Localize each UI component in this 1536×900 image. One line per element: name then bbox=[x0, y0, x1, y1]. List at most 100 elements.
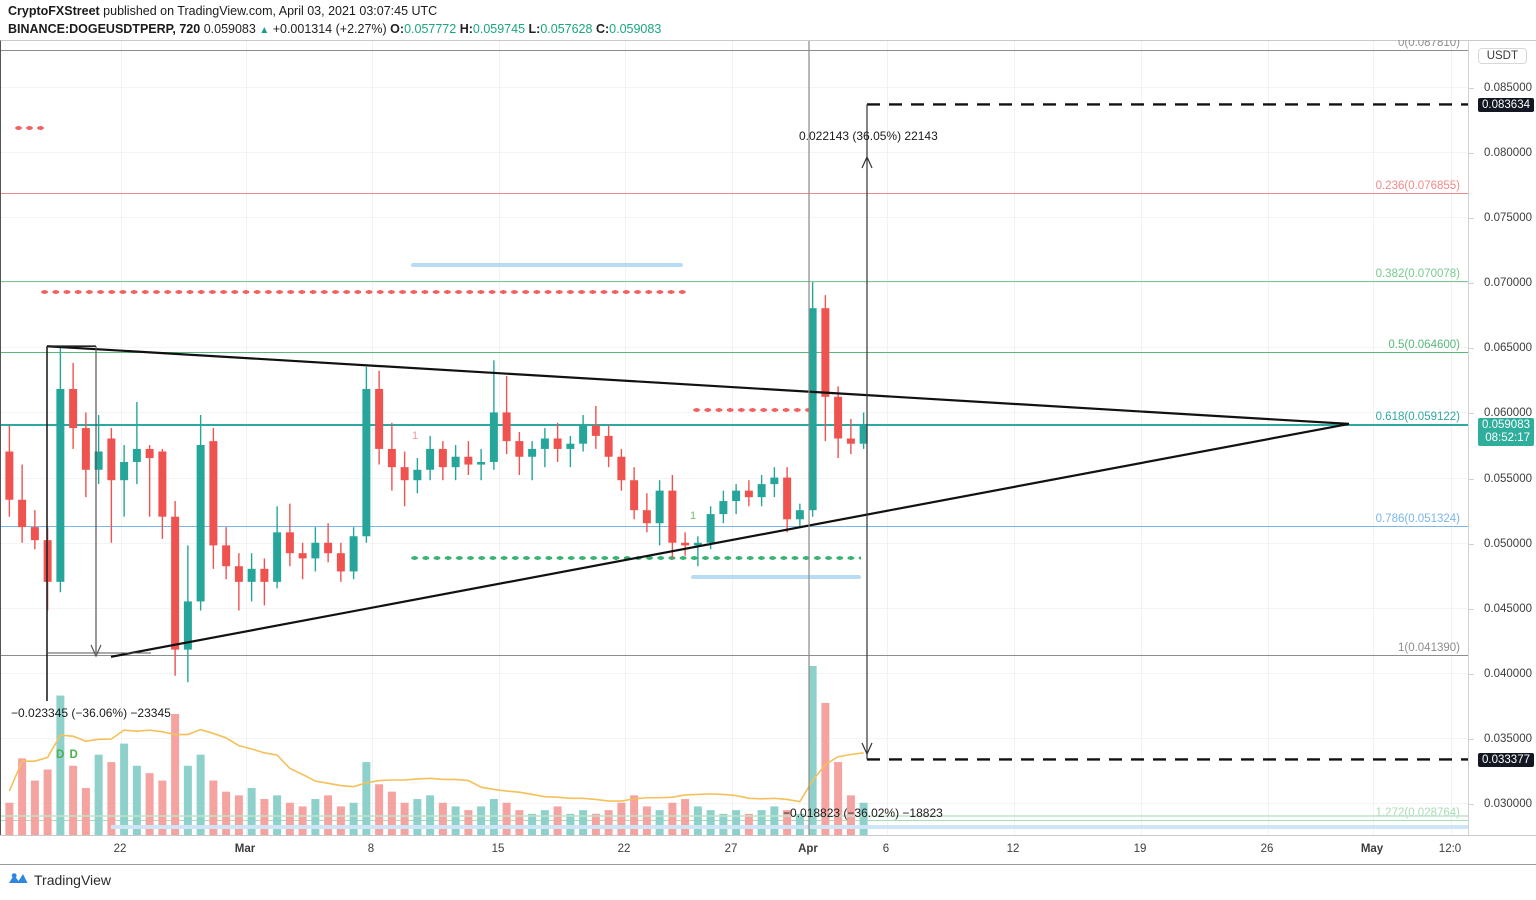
candle-body bbox=[120, 461, 129, 481]
candle-body bbox=[617, 456, 626, 481]
blue-band-lower bbox=[691, 575, 861, 580]
volume-bar bbox=[668, 802, 677, 836]
tradingview-logo[interactable]: TradingView bbox=[8, 871, 111, 888]
price-tick-dash bbox=[1469, 283, 1474, 285]
candle-body bbox=[515, 441, 524, 457]
chart-header: CryptoFXStreet published on TradingView.… bbox=[0, 0, 1536, 40]
price-tick: 0.065000 bbox=[1484, 342, 1532, 355]
candle-body bbox=[158, 451, 167, 517]
volume-bar bbox=[540, 810, 549, 836]
candle-body bbox=[426, 448, 435, 470]
candle-body bbox=[693, 542, 702, 546]
candle-body bbox=[528, 448, 537, 457]
price-tick: 0.030000 bbox=[1484, 798, 1532, 811]
volume-bar bbox=[502, 802, 511, 836]
candle-body bbox=[451, 456, 460, 468]
volume-bar bbox=[821, 702, 830, 836]
candle-body bbox=[642, 510, 651, 524]
time-tick: 22 bbox=[113, 843, 127, 855]
volume-bar bbox=[43, 769, 52, 836]
candle-body bbox=[438, 448, 447, 468]
price-tick: 0.085000 bbox=[1484, 81, 1532, 94]
ohlc-low-value: 0.057628 bbox=[540, 22, 593, 36]
grid-line-vertical bbox=[372, 41, 373, 836]
volume-bar bbox=[222, 791, 231, 836]
volume-bar bbox=[69, 765, 78, 836]
ohlc-open-label: O: bbox=[390, 22, 405, 36]
candle-body bbox=[107, 438, 116, 481]
candle-body bbox=[145, 448, 154, 459]
candle-body bbox=[81, 428, 90, 470]
volume-bar bbox=[132, 765, 141, 836]
volume-bar bbox=[744, 813, 753, 836]
price-tick-dash bbox=[1469, 543, 1474, 545]
time-tick: 12:0 bbox=[1438, 843, 1462, 855]
price-tick: 0.080000 bbox=[1484, 146, 1532, 159]
volume-bar bbox=[5, 802, 14, 836]
candle-body bbox=[336, 553, 345, 572]
volume-bar bbox=[171, 714, 180, 836]
price-tick-dash bbox=[1469, 478, 1474, 480]
candles-and-trendlines: 11 bbox=[1, 41, 1469, 836]
volume-bar bbox=[107, 762, 116, 836]
candle-body bbox=[566, 443, 575, 449]
candle-body bbox=[362, 388, 371, 537]
volume-bar bbox=[859, 802, 868, 836]
volume-bar bbox=[489, 799, 498, 836]
price-tick: 0.045000 bbox=[1484, 602, 1532, 615]
time-tick: 27 bbox=[724, 843, 738, 855]
price-tick-dash bbox=[1469, 674, 1474, 676]
volume-bar bbox=[247, 787, 256, 836]
ohlc-high-label: H: bbox=[459, 22, 473, 36]
price-tick-dash bbox=[1469, 413, 1474, 415]
triangle-lower-trendline bbox=[110, 422, 1350, 658]
fib-line-0 bbox=[1, 49, 1469, 51]
grid-line-vertical bbox=[1451, 41, 1452, 836]
lower-target-badge: 0.033377 bbox=[1478, 753, 1534, 768]
left-measure-label: −0.023345 (−36.06%) −23345 bbox=[11, 706, 171, 720]
volume-bar bbox=[30, 780, 39, 836]
candle-body bbox=[247, 568, 256, 582]
candle-body bbox=[744, 490, 753, 498]
volume-bar bbox=[183, 765, 192, 836]
price-tick: 0.035000 bbox=[1484, 733, 1532, 746]
candle-body bbox=[400, 467, 409, 481]
candle-body bbox=[668, 490, 677, 543]
price-axis[interactable]: USDT 0.085000 0.080000 0.075000 0.070000 0.0… bbox=[1468, 40, 1536, 835]
upper-target-badge: 0.083634 bbox=[1478, 98, 1534, 113]
time-tick: 6 bbox=[882, 843, 890, 855]
candle-body bbox=[183, 601, 192, 650]
volume-bar bbox=[795, 813, 804, 836]
time-tick: 22 bbox=[617, 843, 631, 855]
candle-body bbox=[655, 490, 664, 524]
currency-chip[interactable]: USDT bbox=[1477, 48, 1527, 64]
candle-body bbox=[783, 477, 792, 520]
symbol-ticker[interactable]: BINANCE:DOGEUSDTPERP, bbox=[8, 22, 176, 36]
volume-bar bbox=[655, 810, 664, 836]
candle-body bbox=[298, 553, 307, 559]
fib-label-0.382: 0.382(0.070078) bbox=[1375, 268, 1460, 281]
chart-footer: TradingView bbox=[0, 865, 1536, 900]
price-change-value: +0.001314 (+2.27%) bbox=[272, 22, 387, 36]
candle-body bbox=[477, 461, 486, 465]
chart-plot-area[interactable]: 0(0.087810) 0.236(0.076855) 0.382(0.070078… bbox=[0, 37, 1469, 836]
volume-bar bbox=[209, 780, 218, 836]
grid-line-horizontal bbox=[1, 803, 1469, 805]
candle-body bbox=[553, 438, 562, 449]
candle-body bbox=[132, 448, 141, 462]
volume-bar bbox=[693, 806, 702, 836]
interval-label[interactable]: 720 bbox=[179, 22, 201, 36]
price-tick-dash bbox=[1469, 217, 1474, 219]
lower-target-arrowhead bbox=[861, 742, 873, 756]
volume-bar bbox=[604, 810, 613, 836]
time-tick: 19 bbox=[1133, 843, 1147, 855]
time-axis[interactable]: 22 Mar 8 15 22 27 Apr 6 12 19 26 May 12:0 bbox=[0, 835, 1536, 865]
candle-body bbox=[56, 388, 65, 582]
candle-body bbox=[234, 566, 243, 582]
fib-line-0.786 bbox=[1, 525, 1469, 527]
volume-ma-line bbox=[8, 728, 864, 803]
ohlc-close-value: 0.059083 bbox=[609, 22, 662, 36]
grid-line-vertical bbox=[1141, 41, 1142, 836]
lower-target-badge-value: 0.033377 bbox=[1482, 754, 1530, 767]
volume-bar bbox=[566, 813, 575, 836]
